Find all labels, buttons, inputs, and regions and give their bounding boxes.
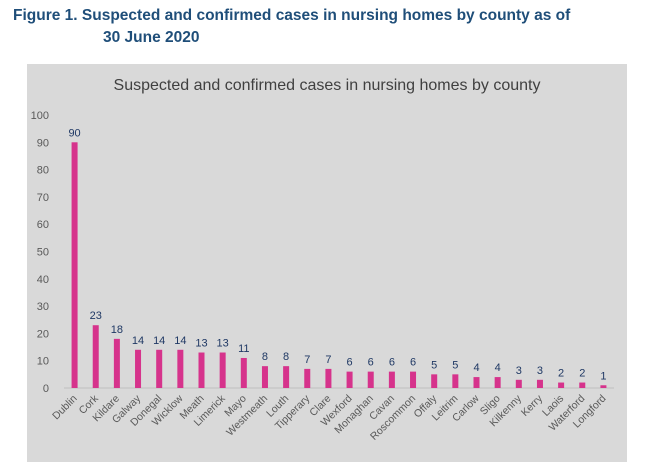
data-label: 1 [600, 370, 606, 382]
data-label: 5 [452, 359, 458, 371]
bar [410, 371, 417, 388]
bar [325, 368, 332, 388]
bar [346, 371, 353, 388]
data-label: 6 [410, 357, 416, 369]
bar [558, 382, 565, 388]
chart-title: Suspected and confirmed cases in nursing… [113, 77, 541, 94]
data-label: 6 [347, 357, 353, 369]
data-label: 11 [238, 343, 249, 355]
y-tick-label: 50 [37, 247, 49, 259]
bar [240, 357, 247, 388]
bar [367, 371, 374, 388]
data-label: 8 [262, 351, 268, 363]
bar [536, 379, 543, 388]
data-label: 4 [473, 362, 479, 374]
bar [135, 349, 142, 388]
data-label: 23 [90, 310, 102, 322]
bar [388, 371, 395, 388]
bar [431, 374, 438, 388]
y-tick-label: 20 [37, 328, 49, 340]
bar [473, 377, 480, 388]
data-label: 3 [537, 365, 543, 377]
bar [198, 352, 205, 388]
bar [515, 379, 522, 388]
x-tick-label: Dublin [50, 393, 80, 423]
bar-chart: 010203040506070809010090Dublin23Cork18Ki… [31, 110, 614, 443]
bar [600, 385, 607, 388]
data-label: 4 [495, 362, 501, 374]
bar [579, 382, 586, 388]
data-label: 7 [304, 354, 310, 366]
data-label: 2 [579, 368, 585, 380]
data-label: 2 [558, 368, 564, 380]
data-label: 7 [325, 354, 331, 366]
bar [261, 366, 268, 388]
data-label: 14 [174, 335, 186, 347]
y-tick-label: 70 [37, 192, 49, 204]
bar [113, 338, 120, 388]
figure-caption-line1: Figure 1. Suspected and confirmed cases … [13, 7, 571, 24]
data-label: 3 [516, 365, 522, 377]
data-label: 13 [217, 338, 229, 350]
figure-caption: Figure 1. Suspected and confirmed cases … [13, 5, 653, 49]
data-label: 13 [195, 338, 207, 350]
data-label: 90 [68, 127, 80, 139]
bar [219, 352, 226, 388]
y-tick-label: 10 [37, 356, 49, 368]
bar [494, 377, 501, 388]
y-tick-label: 0 [43, 383, 49, 395]
y-tick-label: 100 [31, 110, 49, 122]
y-tick-label: 40 [37, 274, 49, 286]
bar [452, 374, 459, 388]
data-label: 6 [368, 357, 374, 369]
bar [304, 368, 311, 388]
data-label: 6 [389, 357, 395, 369]
bar [156, 349, 163, 388]
bar [177, 349, 184, 388]
figure-caption-line2: 30 June 2020 [103, 29, 200, 46]
data-label: 14 [153, 335, 165, 347]
x-tick-label: Kerry [519, 392, 546, 419]
data-label: 5 [431, 359, 437, 371]
bar [92, 325, 99, 388]
bar [71, 142, 78, 388]
y-tick-label: 80 [37, 165, 49, 177]
chart-panel: Suspected and confirmed cases in nursing… [27, 64, 627, 462]
y-tick-label: 30 [37, 301, 49, 313]
data-label: 14 [132, 335, 144, 347]
bar [283, 366, 290, 388]
y-tick-label: 90 [37, 137, 49, 149]
y-tick-label: 60 [37, 219, 49, 231]
data-label: 8 [283, 351, 289, 363]
data-label: 18 [111, 324, 123, 336]
